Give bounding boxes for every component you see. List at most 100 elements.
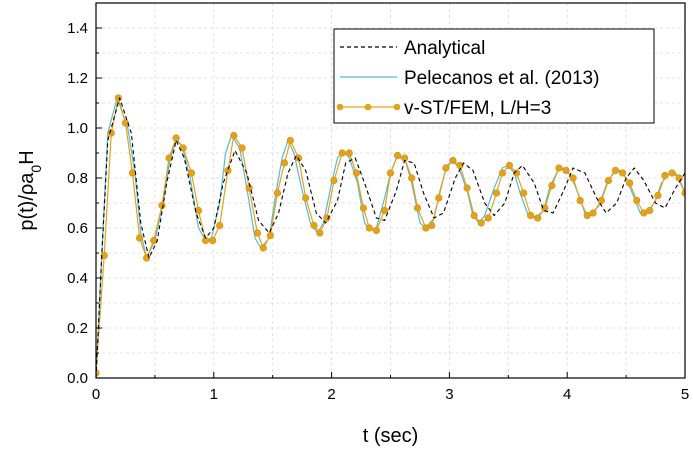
y-tick-label: 1.4 bbox=[67, 20, 88, 37]
legend: Analytical Pelecanos et al. (2013) v-ST/FE… bbox=[333, 28, 655, 124]
data-point bbox=[230, 131, 238, 140]
data-point bbox=[345, 149, 353, 157]
data-point bbox=[194, 206, 203, 215]
data-point bbox=[359, 204, 368, 212]
data-point bbox=[393, 151, 402, 160]
data-point bbox=[428, 221, 436, 230]
data-point bbox=[128, 169, 137, 177]
series-layer bbox=[96, 94, 685, 378]
x-axis-label: t (sec) bbox=[363, 425, 419, 447]
data-point bbox=[589, 209, 597, 217]
y-axis-label-main: p(t)/ρa bbox=[16, 172, 38, 231]
x-tick-label: 1 bbox=[210, 386, 218, 403]
y-tick-label: 1.2 bbox=[67, 70, 88, 87]
data-point bbox=[187, 169, 196, 177]
ticks: 0 1 2 3 4 5 0.0 0.2 0.4 0.6 0.8 1.0 1.2 1.4 bbox=[67, 2, 689, 403]
data-point bbox=[172, 134, 180, 142]
data-point bbox=[386, 169, 395, 177]
data-point bbox=[150, 236, 158, 245]
data-point bbox=[224, 166, 232, 175]
data-point bbox=[668, 169, 676, 177]
data-point bbox=[295, 154, 303, 162]
data-point bbox=[555, 164, 563, 172]
data-point bbox=[372, 226, 380, 235]
data-point bbox=[681, 189, 685, 197]
data-point bbox=[576, 196, 584, 205]
data-point bbox=[280, 159, 289, 167]
legend-marker bbox=[364, 103, 372, 111]
data-point bbox=[633, 196, 641, 205]
data-point bbox=[323, 214, 331, 222]
x-tick-label: 5 bbox=[681, 386, 689, 403]
data-point bbox=[626, 179, 634, 187]
y-axis-label-subscript: 0 bbox=[28, 165, 44, 173]
data-point bbox=[505, 161, 514, 170]
data-point bbox=[449, 156, 457, 165]
data-point bbox=[548, 181, 556, 190]
data-point bbox=[435, 194, 443, 202]
data-point bbox=[477, 219, 485, 227]
data-point bbox=[96, 369, 100, 377]
data-point bbox=[238, 144, 246, 152]
data-point bbox=[302, 194, 310, 202]
legend-marker bbox=[393, 103, 401, 111]
data-point bbox=[675, 174, 683, 182]
y-tick-label: 0.0 bbox=[67, 370, 88, 387]
data-point bbox=[604, 176, 613, 185]
data-point bbox=[158, 201, 166, 210]
data-point bbox=[646, 206, 654, 215]
data-point bbox=[286, 136, 294, 145]
y-axis-label-tail: H bbox=[16, 150, 38, 164]
data-point bbox=[562, 166, 570, 175]
legend-entry-1: Pelecanos et al. (2013) bbox=[404, 68, 599, 89]
y-tick-label: 0.2 bbox=[67, 320, 88, 337]
y-tick-label: 0.6 bbox=[67, 220, 88, 237]
data-point bbox=[534, 214, 542, 222]
legend-marker bbox=[336, 103, 344, 111]
data-point bbox=[273, 189, 282, 197]
data-point bbox=[520, 189, 528, 197]
series-line-2 bbox=[96, 97, 685, 374]
y-tick-label: 0.8 bbox=[67, 170, 88, 187]
data-point bbox=[216, 221, 224, 230]
data-point bbox=[107, 129, 115, 137]
y-axis-label: p(t)/ρa0H bbox=[16, 150, 44, 230]
data-point bbox=[498, 169, 507, 177]
legend-entry-0: Analytical bbox=[404, 38, 485, 59]
x-tick-label: 2 bbox=[327, 386, 335, 403]
data-point bbox=[463, 184, 471, 192]
data-point bbox=[654, 191, 662, 200]
data-point bbox=[408, 174, 416, 182]
data-point bbox=[135, 234, 144, 242]
x-tick-label: 3 bbox=[445, 386, 453, 403]
data-point bbox=[121, 119, 130, 127]
x-tick-label: 0 bbox=[92, 386, 100, 403]
data-point bbox=[316, 229, 324, 237]
data-point bbox=[310, 221, 318, 230]
data-point bbox=[413, 204, 422, 212]
data-point bbox=[597, 196, 605, 205]
data-point bbox=[253, 229, 261, 237]
data-point bbox=[330, 176, 338, 185]
data-point bbox=[100, 251, 108, 260]
legend-entry-2: v-ST/FEM, L/H=3 bbox=[404, 98, 551, 119]
data-point bbox=[365, 224, 373, 232]
data-point bbox=[527, 211, 535, 220]
data-point bbox=[611, 166, 620, 175]
data-point bbox=[618, 169, 627, 177]
data-point bbox=[569, 174, 577, 182]
data-point bbox=[209, 236, 217, 245]
data-point bbox=[484, 214, 492, 222]
data-point bbox=[661, 171, 669, 180]
data-point bbox=[492, 189, 501, 197]
y-tick-label: 1.0 bbox=[67, 120, 88, 137]
data-point bbox=[470, 211, 478, 220]
data-point bbox=[442, 164, 450, 172]
data-point bbox=[381, 206, 389, 215]
series-line-0 bbox=[96, 97, 685, 378]
data-point bbox=[512, 169, 521, 177]
data-point bbox=[259, 244, 267, 252]
data-point bbox=[266, 231, 274, 240]
x-tick-label: 4 bbox=[563, 386, 571, 403]
